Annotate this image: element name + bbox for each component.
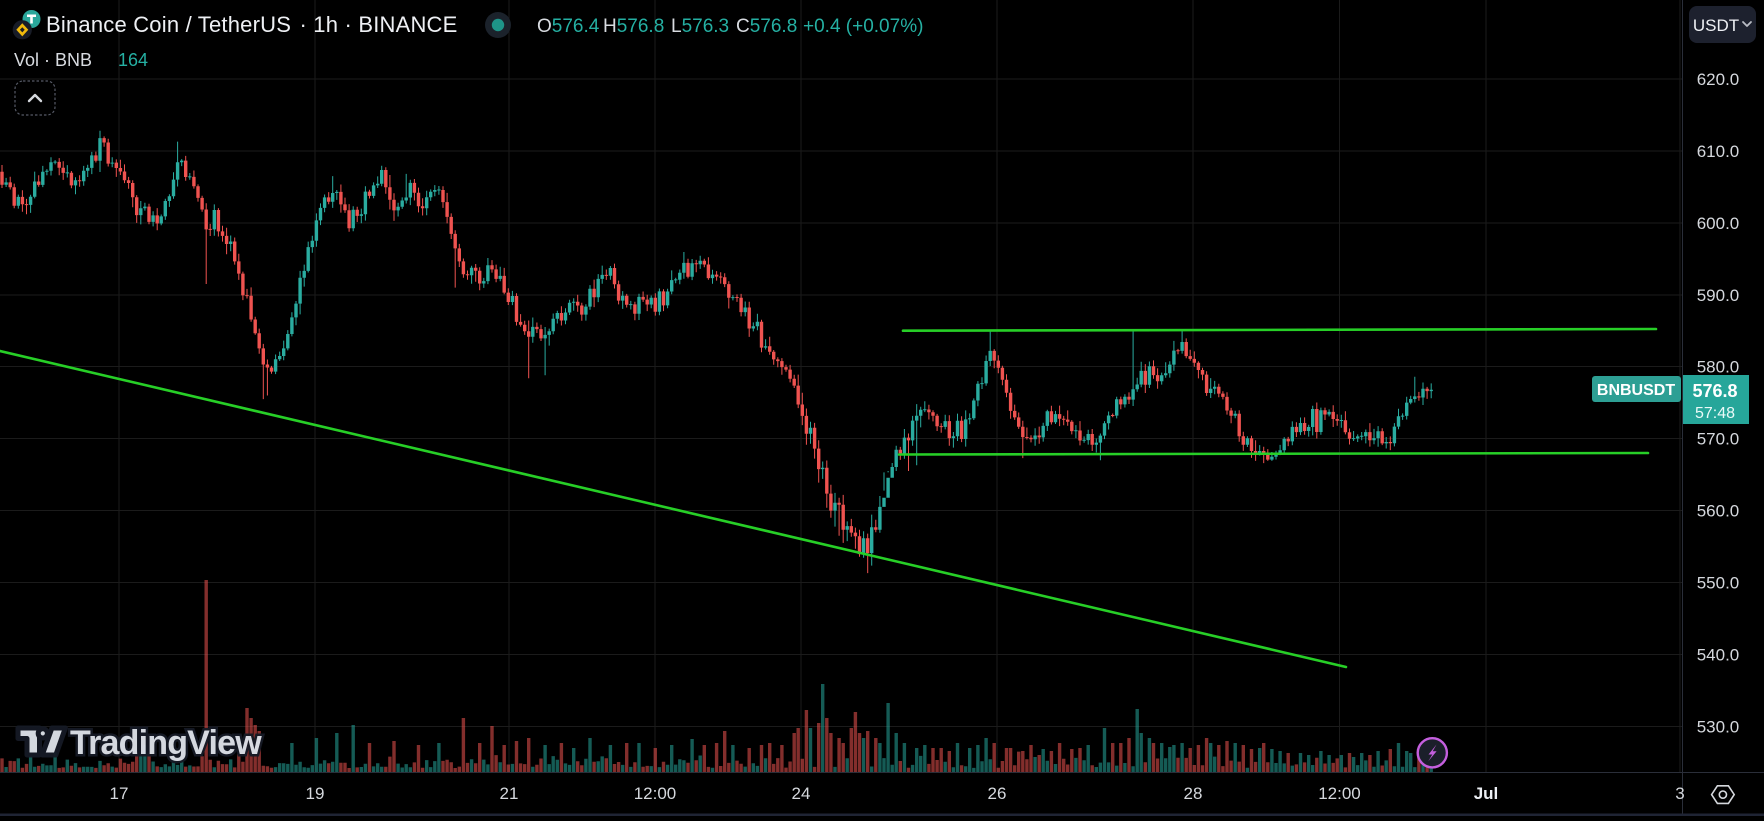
svg-text:580.0: 580.0 <box>1697 358 1740 377</box>
svg-text:530.0: 530.0 <box>1697 717 1740 736</box>
svg-text:BNBUSDT: BNBUSDT <box>1597 382 1675 399</box>
svg-text:USDT: USDT <box>1693 16 1739 35</box>
svg-text:590.0: 590.0 <box>1697 286 1740 305</box>
svg-text:19: 19 <box>306 784 325 803</box>
svg-text:3: 3 <box>1675 784 1684 803</box>
svg-text:17: 17 <box>110 784 129 803</box>
svg-text:12:00: 12:00 <box>634 784 677 803</box>
svg-text:24: 24 <box>792 784 811 803</box>
svg-text:28: 28 <box>1184 784 1203 803</box>
svg-text:Binance Coin / TetherUS · 1h: Binance Coin / TetherUS · 1h · BINANCE <box>46 12 458 37</box>
svg-text:610.0: 610.0 <box>1697 142 1740 161</box>
svg-text:12:00: 12:00 <box>1318 784 1361 803</box>
svg-text:576.8: 576.8 <box>1692 381 1737 401</box>
svg-text:TradingView: TradingView <box>70 724 262 762</box>
svg-text:620.0: 620.0 <box>1697 70 1740 89</box>
svg-text:21: 21 <box>500 784 519 803</box>
svg-text:570.0: 570.0 <box>1697 430 1740 449</box>
svg-text:540.0: 540.0 <box>1697 645 1740 664</box>
svg-text:600.0: 600.0 <box>1697 214 1740 233</box>
svg-text:57:48: 57:48 <box>1695 405 1735 422</box>
svg-text:26: 26 <box>988 784 1007 803</box>
svg-text:560.0: 560.0 <box>1697 502 1740 521</box>
svg-text:Jul: Jul <box>1474 784 1499 803</box>
svg-text:550.0: 550.0 <box>1697 574 1740 593</box>
